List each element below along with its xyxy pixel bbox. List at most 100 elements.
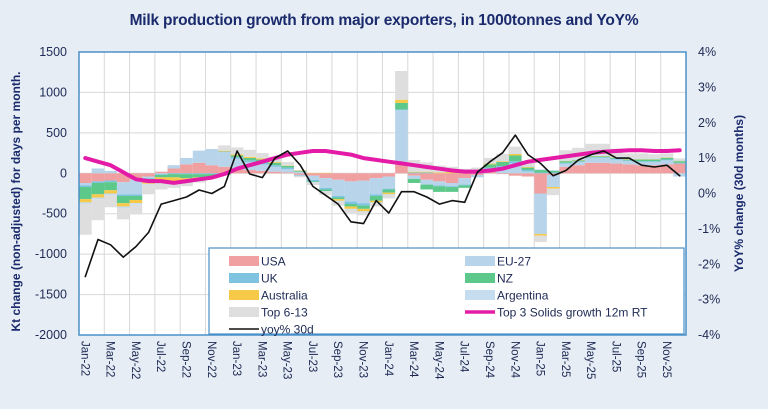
bar-usa [344,173,358,182]
x-tick-label: Nov-25 [660,341,672,378]
bar-top-6-13 [116,208,130,220]
bar-eu-27 [559,163,573,167]
y-axis-label: Kt change (non-adjusted) for days per mo… [9,71,23,331]
bar-usa [357,173,370,181]
bar-eu-27 [546,174,560,188]
y-tick-label: 1500 [39,45,67,59]
x-tick-label: Jan-25 [534,341,546,376]
bar-top-6-13 [622,153,636,159]
bar-usa [622,164,636,174]
bar-nz [673,161,686,163]
bar-usa [256,170,269,174]
bar-eu-27 [445,182,459,187]
bar-usa [458,173,472,179]
bar-uk [521,170,535,172]
legend-label-usa: USA [261,255,286,269]
bar-nz [546,170,560,173]
bar-eu-27 [104,170,117,174]
bar-australia [395,99,408,103]
bar-uk [369,194,383,196]
bar-eu-27 [205,149,219,166]
y2-tick-label: 4% [698,45,716,59]
x-tick-label: May-23 [281,341,293,379]
bar-uk [79,185,92,188]
bar-usa [306,173,320,176]
bar-nz [622,159,636,161]
bar-australia [546,187,560,189]
y-tick-label: -2000 [35,328,67,342]
bar-usa [205,165,219,174]
x-tick-label: Jan-22 [78,341,90,376]
bar-uk [104,180,117,183]
bar-eu-27 [471,174,484,178]
bar-top-6-13 [395,71,408,100]
x-tick-label: May-24 [432,341,444,380]
bar-eu-27 [660,160,674,165]
bar-nz [344,204,358,207]
bar-nz [534,170,547,173]
legend-label-uk: UK [261,272,278,286]
x-tick-label: Mar-24 [407,341,419,378]
bar-argentina [142,183,155,185]
legend-swatch-usa [229,256,259,266]
bar-eu-27 [420,179,434,185]
bar-top-6-13 [357,212,370,216]
bar-nz [306,181,320,183]
bar-uk [433,185,446,187]
bar-usa [660,164,674,174]
bar-eu-27 [256,164,269,171]
bar-uk [319,187,332,190]
x-tick-label: Jul-25 [609,341,621,372]
bar-nz [154,174,168,178]
bar-eu-27 [635,161,649,166]
bar-uk [420,172,434,174]
bar-eu-27 [306,175,320,180]
bar-top-6-13 [218,145,231,151]
bar-top-6-13 [508,146,522,154]
bar-nz [584,156,598,158]
bar-argentina [382,194,396,196]
bar-argentina [116,206,130,209]
legend-label-top-3-solids-growth-12m-rt: Top 3 Solids growth 12m RT [497,306,648,320]
bar-top-6-13 [471,167,484,171]
bar-argentina [546,170,560,171]
bar-eu-27 [91,168,105,174]
bar-australia [445,172,459,174]
y-tick-label: 0 [60,166,67,180]
bar-eu-27 [154,173,168,175]
bar-nz [104,182,117,191]
bar-eu-27 [281,169,294,173]
bar-eu-27 [129,179,143,195]
bar-nz [167,174,181,178]
bar-australia [382,192,396,195]
series-line-yoy-30d [84,134,681,278]
bar-australia [154,177,168,181]
bar-uk [445,186,459,188]
bar-argentina [648,158,661,160]
bar-nz [648,159,661,162]
bar-top-6-13 [483,157,497,163]
bar-top-6-13 [180,182,193,187]
bar-nz [483,164,497,168]
bar-argentina [483,162,497,164]
bar-eu-27 [142,176,155,179]
y-tick-label: -500 [42,207,67,221]
bar-top-6-13 [142,184,155,195]
bar-nz [116,195,130,204]
bar-usa [218,166,231,174]
bar-usa [180,164,193,174]
bar-australia [256,158,269,160]
bar-nz [458,185,472,188]
bar-uk [116,194,130,196]
bar-usa [154,171,168,174]
bar-top-6-13 [104,195,117,208]
bar-top-6-13 [534,235,547,243]
bar-eu-27 [293,171,307,174]
bar-uk [458,184,472,186]
bar-uk [407,172,421,174]
bar-australia [243,156,257,158]
bar-uk [91,181,105,183]
bar-usa [572,165,585,174]
bar-argentina [673,159,686,161]
bar-usa [104,173,117,181]
